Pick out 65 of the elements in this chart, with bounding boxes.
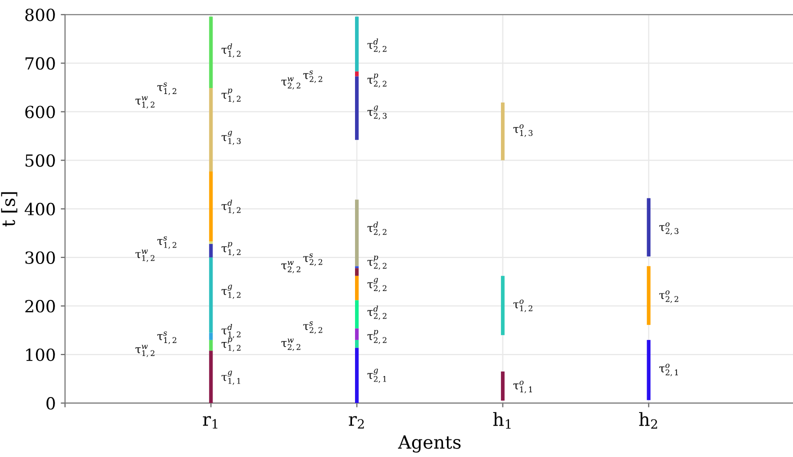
annotation: τ$^{p}$$_{1,2}$ [222, 242, 240, 256]
bar [355, 348, 359, 404]
annotation: τ$^{g}$$_{2,2}$ [368, 278, 386, 292]
x-tick-label: r$_{2}$ [348, 416, 364, 429]
annotation: τ$^{d}$$_{2,2}$ [368, 222, 386, 236]
y-tick-label: 0 [46, 397, 55, 410]
bar [355, 328, 359, 340]
y-tick-label: 300 [25, 251, 55, 264]
annotation: τ$^{s}$$_{1,2}$ [157, 82, 176, 96]
bar [355, 16, 359, 72]
y-tick-label: 100 [26, 348, 55, 362]
annotation: τ$^{p}$$_{1,2}$ [222, 338, 240, 352]
annotation: τ$^{d}$$_{1,2}$ [222, 200, 240, 214]
annotation: τ$^{w}$$_{2,2}$ [281, 338, 300, 351]
annotation: τ$^{d}$$_{2,2}$ [368, 306, 386, 320]
x-tick-label: r$_{1}$ [202, 416, 218, 429]
bar [355, 340, 359, 348]
y-tick-label: 600 [25, 106, 55, 118]
annotation: τ$^{o}$$_{2,3}$ [659, 222, 678, 235]
annotation: τ$^{p}$$_{2,2}$ [368, 330, 386, 344]
annotation: τ$^{s}$$_{1,2}$ [157, 236, 176, 249]
annotation: τ$^{d}$$_{1,2}$ [222, 43, 240, 58]
annotation: τ$^{w}$$_{2,2}$ [281, 77, 300, 90]
annotation: τ$^{p}$$_{2,2}$ [368, 256, 386, 270]
annotation: τ$^{s}$$_{2,2}$ [303, 253, 322, 266]
annotation: τ$^{p}$$_{2,2}$ [368, 74, 386, 88]
y-tick-label: 400 [24, 202, 55, 216]
bar [500, 276, 505, 336]
bar [355, 268, 359, 276]
annotation: τ$^{g}$$_{1,1}$ [222, 370, 240, 385]
annotation: τ$^{o}$$_{1,2}$ [513, 300, 532, 312]
annotation: τ$^{w}$$_{1,2}$ [136, 250, 154, 262]
bar [646, 340, 650, 400]
annotation: τ$^{g}$$_{2,3}$ [368, 106, 387, 120]
annotation: τ$^{p}$$_{1,2}$ [222, 88, 240, 103]
bar [355, 200, 359, 266]
y-tick-label: 500 [26, 154, 55, 167]
x-axis-title: Agents [398, 435, 461, 453]
annotation: τ$^{g}$$_{2,1}$ [368, 368, 386, 383]
annotation: τ$^{s}$$_{1,2}$ [157, 332, 176, 344]
annotation: τ$^{o}$$_{2,1}$ [659, 364, 678, 376]
bar [500, 372, 505, 401]
y-tick-label: 700 [26, 57, 55, 70]
bar [209, 350, 213, 404]
annotation: τ$^{o}$$_{1,1}$ [513, 380, 532, 394]
y-tick-label: 800 [25, 8, 55, 22]
annotation: τ$^{o}$$_{1,3}$ [513, 124, 532, 137]
annotation: τ$^{d}$$_{2,2}$ [368, 38, 386, 53]
annotation: τ$^{s}$$_{2,2}$ [303, 321, 322, 334]
bar [209, 241, 213, 244]
annotation: τ$^{w}$$_{1,2}$ [136, 96, 154, 109]
bar [355, 300, 359, 328]
annotation: τ$^{w}$$_{2,2}$ [281, 260, 300, 274]
x-tick-label: h$_{2}$ [639, 412, 658, 429]
y-tick-label: 200 [25, 300, 55, 313]
y-axis-title: t [s] [1, 192, 18, 227]
annotation: τ$^{w}$$_{1,2}$ [136, 344, 154, 358]
bar [355, 71, 359, 76]
annotation: τ$^{g}$$_{1,2}$ [222, 284, 240, 299]
annotation: τ$^{g}$$_{1,3}$ [222, 130, 241, 145]
bar [209, 332, 213, 340]
annotation: τ$^{o}$$_{2,2}$ [659, 290, 678, 303]
annotation: τ$^{s}$$_{2,2}$ [303, 70, 322, 83]
bar [355, 276, 359, 300]
x-tick-label: h$_{1}$ [493, 412, 511, 429]
